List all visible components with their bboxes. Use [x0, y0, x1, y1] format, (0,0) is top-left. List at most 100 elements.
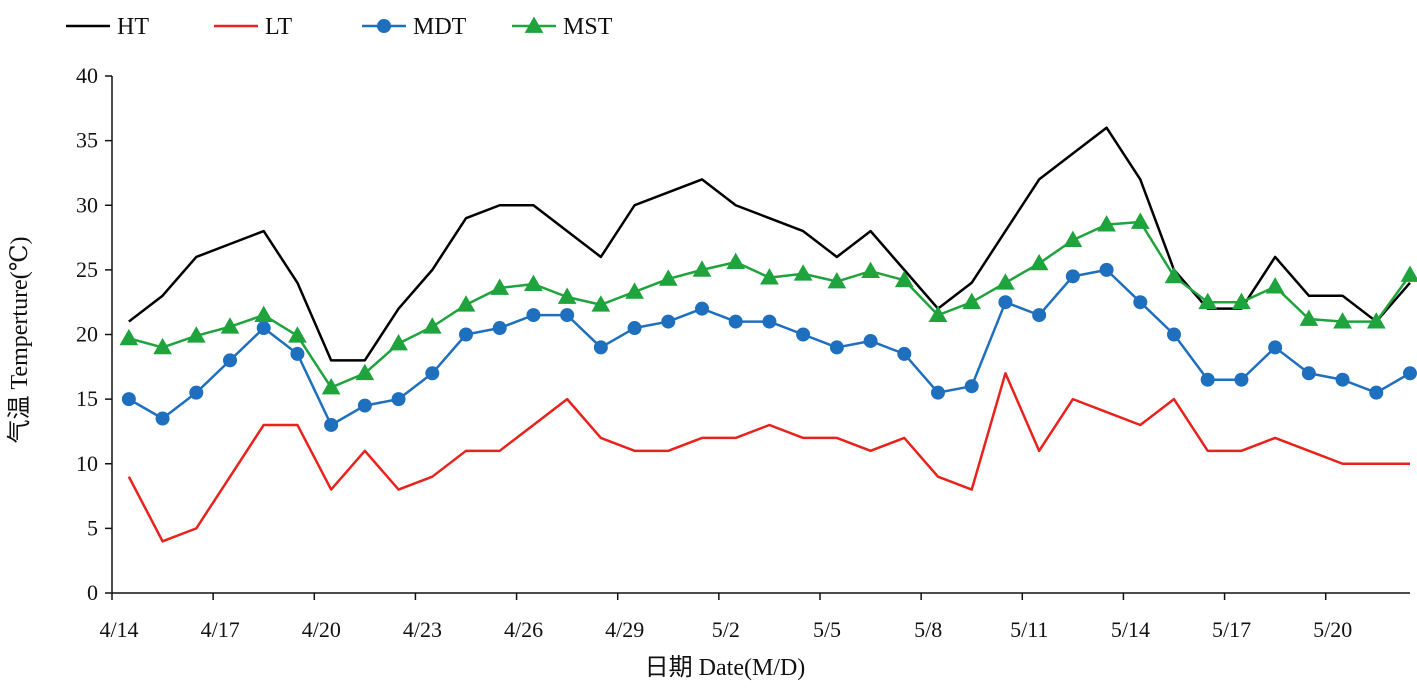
data-point-mst [153, 337, 172, 355]
y-tick-label: 0 [87, 580, 98, 605]
data-point-mdt [762, 314, 777, 329]
data-point-mdt [256, 321, 271, 336]
data-point-mdt [357, 398, 372, 413]
legend-label-lt: LT [265, 14, 292, 40]
y-tick-label: 5 [87, 515, 98, 540]
x-tick-label: 5/14 [1111, 617, 1150, 642]
data-point-mdt [492, 321, 507, 336]
data-point-mst [726, 252, 746, 269]
data-point-mst [1063, 230, 1083, 248]
data-point-mst [1366, 312, 1386, 329]
y-ticks: 0 5 10 15 20 25 30 35 40 [76, 63, 112, 605]
data-point-mdt [1234, 372, 1249, 387]
data-point-mdt [560, 308, 575, 323]
data-point-mst [793, 264, 813, 281]
axes [111, 76, 1410, 594]
data-point-mdt [155, 411, 170, 426]
data-point-mdt [931, 385, 945, 400]
data-point-mst [254, 305, 274, 322]
data-point-mdt [1200, 372, 1215, 387]
data-point-mdt [223, 353, 237, 368]
data-point-mst [1097, 215, 1116, 232]
data-point-mdt [121, 392, 136, 407]
data-point-mdt [459, 327, 473, 342]
data-point-mst [321, 377, 341, 395]
series-line-ht [128, 126, 1411, 362]
series-lines [127, 126, 1412, 543]
data-point-mdt [1099, 262, 1114, 277]
data-point-mdt [1403, 366, 1417, 381]
x-tick-label: 5/20 [1313, 617, 1352, 642]
data-point-mdt [627, 321, 642, 336]
data-point-mst [1333, 312, 1352, 329]
y-tick-label: 15 [76, 386, 98, 411]
x-tick-label: 5/2 [712, 617, 740, 642]
data-point-mdt [526, 308, 541, 323]
data-point-mst [355, 363, 375, 381]
data-point-mst [591, 295, 611, 312]
series-line-mdt [128, 268, 1411, 427]
series-line-lt [127, 372, 1410, 543]
data-point-mdt [1335, 372, 1350, 387]
y-tick-label: 30 [76, 192, 98, 217]
data-point-mst [658, 269, 678, 286]
x-tick-label: 4/17 [201, 617, 240, 642]
data-point-mst [996, 273, 1015, 290]
x-axis-title: 日期 Date(M/D) [645, 655, 806, 681]
data-point-mst [894, 270, 914, 288]
data-point-mdt [863, 333, 878, 348]
data-point-mst [692, 260, 712, 277]
data-point-mdt [593, 340, 608, 355]
data-point-mst [422, 317, 442, 334]
legend-marker-mdt [377, 19, 391, 33]
data-point-mst [1299, 309, 1319, 326]
data-point-mdt [1268, 340, 1283, 355]
data-point-mst [1130, 212, 1150, 229]
y-tick-label: 25 [76, 257, 98, 282]
series-markers [119, 212, 1417, 432]
data-point-mdt [1369, 385, 1384, 400]
x-tick-label: 4/20 [302, 617, 341, 642]
x-tick-label: 5/17 [1212, 617, 1251, 642]
legend-label-mst: MST [563, 14, 613, 40]
data-point-mst [288, 326, 307, 343]
data-point-mst [625, 282, 644, 299]
data-point-mst [928, 305, 948, 322]
x-tick-label: 4/14 [99, 617, 138, 642]
data-point-mst [827, 271, 847, 289]
series-line-mst [128, 220, 1412, 389]
data-point-mdt [1032, 308, 1047, 323]
data-point-mdt [998, 295, 1013, 310]
data-point-mst [1400, 265, 1417, 282]
legend-marker-mst [524, 16, 544, 33]
x-tick-label: 4/29 [605, 617, 644, 642]
data-point-mst [186, 326, 206, 343]
legend-label-ht: HT [117, 14, 149, 40]
data-point-mdt [391, 392, 406, 407]
data-point-mdt [661, 314, 676, 329]
data-point-mst [456, 295, 476, 312]
y-tick-label: 35 [76, 128, 98, 153]
data-point-mdt [290, 346, 305, 361]
x-tick-label: 4/26 [504, 617, 543, 642]
data-point-mst [524, 274, 543, 291]
data-point-mst [962, 292, 982, 310]
data-point-mdt [964, 379, 979, 394]
data-point-mst [1029, 253, 1049, 271]
x-tick-label: 5/8 [914, 617, 942, 642]
data-point-mst [1164, 266, 1184, 284]
data-point-mst [1198, 292, 1218, 310]
data-point-mdt [1133, 295, 1148, 310]
x-tick-label: 5/11 [1010, 617, 1048, 642]
data-point-mdt [796, 327, 811, 342]
data-point-mst [119, 328, 139, 346]
data-point-mst [220, 317, 240, 334]
data-point-mst [490, 278, 510, 295]
y-tick-label: 20 [76, 322, 98, 347]
x-ticks: 4/14 4/17 4/20 4/23 4/26 4/29 5/2 5/5 5/8 5/11 5/1… [99, 593, 1352, 642]
data-point-mdt [189, 385, 204, 400]
y-tick-label: 10 [76, 451, 98, 476]
data-point-mdt [1065, 269, 1080, 284]
data-point-mdt [897, 346, 912, 361]
